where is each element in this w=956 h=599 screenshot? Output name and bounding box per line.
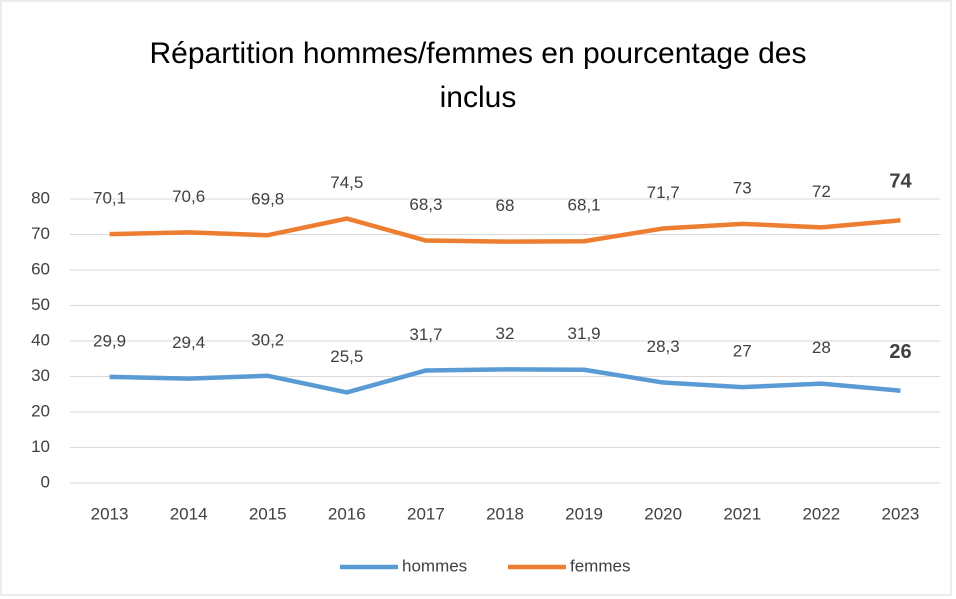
x-tick-label: 2019 xyxy=(565,504,603,523)
data-label: 29,4 xyxy=(172,333,205,352)
data-label: 71,7 xyxy=(647,183,680,202)
data-label: 74,5 xyxy=(330,173,363,192)
data-label: 68 xyxy=(496,196,515,215)
data-label: 31,7 xyxy=(409,325,442,344)
data-label: 68,1 xyxy=(568,196,601,215)
data-label: 28,3 xyxy=(647,337,680,356)
series-line xyxy=(109,216,901,244)
series-line xyxy=(109,367,901,395)
data-label: 72 xyxy=(812,182,831,201)
y-tick-label: 0 xyxy=(41,472,50,491)
data-label: 69,8 xyxy=(251,190,284,209)
data-label: 74 xyxy=(889,171,912,193)
y-tick-label: 80 xyxy=(31,188,50,207)
data-label: 31,9 xyxy=(568,324,601,343)
x-tick-label: 2016 xyxy=(328,504,366,523)
data-label: 27 xyxy=(733,342,752,361)
legend-label: hommes xyxy=(402,556,467,575)
x-tick-label: 2021 xyxy=(723,504,761,523)
data-label: 32 xyxy=(496,324,515,343)
data-label: 26 xyxy=(889,341,911,363)
data-label: 28 xyxy=(812,338,831,357)
x-tick-label: 2013 xyxy=(91,504,129,523)
data-label: 25,5 xyxy=(330,347,363,366)
y-tick-label: 50 xyxy=(31,295,50,314)
data-label: 68,3 xyxy=(409,195,442,214)
x-tick-label: 2015 xyxy=(249,504,287,523)
y-tick-label: 70 xyxy=(31,224,50,243)
data-label: 70,1 xyxy=(93,189,126,208)
data-label: 70,6 xyxy=(172,187,205,206)
x-tick-label: 2017 xyxy=(407,504,445,523)
legend-label: femmes xyxy=(570,556,630,575)
data-label: 73 xyxy=(733,178,752,197)
x-tick-label: 2020 xyxy=(644,504,682,523)
y-tick-label: 60 xyxy=(31,259,50,278)
chart-title: Répartition hommes/femmes en pourcentage… xyxy=(149,37,807,114)
x-tick-label: 2023 xyxy=(882,504,920,523)
y-tick-label: 40 xyxy=(31,330,50,349)
y-tick-label: 20 xyxy=(31,401,50,420)
x-tick-label: 2022 xyxy=(802,504,840,523)
x-tick-label: 2014 xyxy=(170,504,208,523)
data-label: 30,2 xyxy=(251,330,284,349)
data-label: 29,9 xyxy=(93,331,126,350)
y-tick-label: 30 xyxy=(31,366,50,385)
x-tick-label: 2018 xyxy=(486,504,524,523)
y-tick-label: 10 xyxy=(31,437,50,456)
